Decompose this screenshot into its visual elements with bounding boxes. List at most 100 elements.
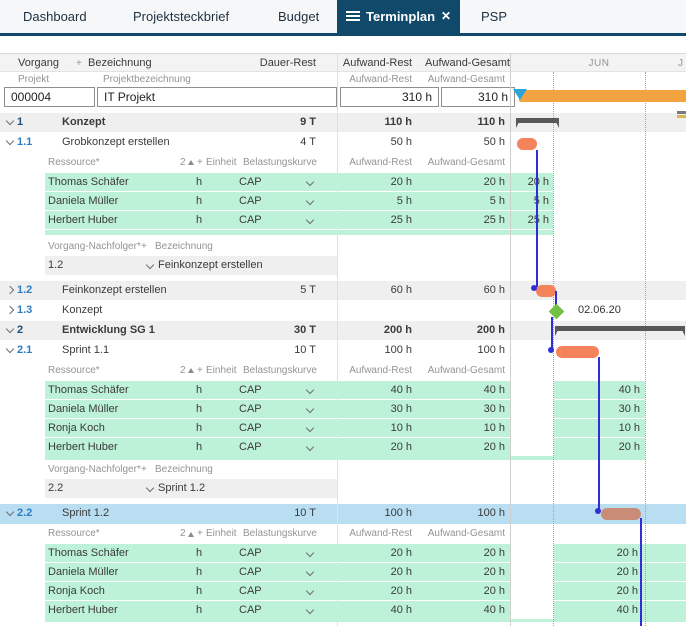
project-aufwand-rest-field[interactable]: 310 h [340,87,439,107]
nachfolger-row[interactable]: 2.2 Sprint 1.2 [0,479,686,498]
task-aufwand-gesamt: 100 h [477,507,505,519]
gantt-bar-feinkonzept[interactable] [536,285,556,297]
resource-row[interactable]: Ronja Koch h CAP 10 h 10 h 10 h [0,419,686,437]
task-aufwand-rest: 100 h [384,344,412,356]
col-header-bezeichnung[interactable]: Bezeichnung [88,57,152,69]
resource-aufwand-gesamt: 20 h [483,441,505,453]
task-row-2-1-sprint11[interactable]: 2.1 Sprint 1.1 10 T 100 h 100 h [0,341,686,360]
project-aufwand-gesamt-field[interactable]: 310 h [441,87,515,107]
dependency-line [598,357,600,509]
resource-aufwand-gesamt: 40 h [483,604,505,616]
project-id-field[interactable]: 000004 [4,87,95,107]
add-nachfolger-button[interactable]: + [141,464,147,475]
add-resource-button[interactable]: + [197,528,203,539]
task-row-1-1-grobkonzept[interactable]: 1.1 Grobkonzept erstellen 4 T 50 h 50 h [0,133,686,152]
nachfolger-row[interactable]: 1.2 Feinkonzept erstellen [0,256,686,275]
expand-icon[interactable] [5,305,15,315]
tab-psp[interactable]: PSP [481,9,508,24]
resource-aufwand-rest: 10 h [390,422,412,434]
sort-badge[interactable]: 2 [180,157,186,168]
resource-header-row: Ressource* 2 + Einheit Belastungskurve A… [0,361,686,380]
tab-dashboard[interactable]: Dashboard [23,9,87,24]
nachfolger-band [45,479,337,498]
tab-budget[interactable]: Budget [278,9,320,24]
col-header-dauer-rest[interactable]: Dauer-Rest [259,57,316,69]
add-nachfolger-button[interactable]: + [141,241,147,252]
resource-row[interactable]: Thomas Schäfer h CAP 40 h 40 h 40 h [0,381,686,399]
resource-einheit: h [196,214,203,226]
resource-belastungskurve: CAP [239,441,262,453]
resource-belastungskurve: CAP [239,585,262,597]
resource-einheit: h [196,195,203,207]
collapse-icon[interactable] [5,136,15,146]
task-number: 2 [17,324,24,336]
col-ressource[interactable]: Ressource* [48,157,100,168]
dependency-endpoint-dot [531,285,537,291]
col-header-vorgang[interactable]: Vorgang [18,57,59,69]
resource-belastungskurve: CAP [239,214,262,226]
project-start-marker-icon[interactable] [513,89,527,100]
resource-row[interactable]: Thomas Schäfer h CAP 20 h 20 h 20 h [0,173,686,191]
col-vorgang-nachfolger[interactable]: Vorgang-Nachfolger* [48,464,141,475]
task-name: Konzept [62,116,106,128]
resource-aufwand-rest: 40 h [390,604,412,616]
resource-band [45,173,510,191]
add-vorgang-button[interactable]: + [76,58,82,69]
resource-period-value: 20 h [616,547,638,559]
resource-row[interactable]: Thomas Schäfer h CAP 20 h 20 h 20 h [0,544,686,562]
summary-cap-right [554,118,559,128]
resource-einheit: h [196,403,203,415]
col-ressource[interactable]: Ressource* [48,528,100,539]
resource-row[interactable]: Daniela Müller h CAP 5 h 5 h 5 h [0,192,686,210]
resource-aufwand-gesamt: 20 h [483,566,505,578]
resource-row[interactable]: Herbert Huber h CAP 25 h 25 h 25 h [0,211,686,229]
collapse-icon[interactable] [5,116,15,126]
column-divider [337,53,338,626]
tab-projektsteckbrief[interactable]: Projektsteckbrief [133,9,230,24]
collapse-icon[interactable] [5,324,15,334]
resource-gantt-cell [511,211,553,229]
gantt-summary-bar-konzept[interactable] [516,118,559,123]
add-resource-button[interactable]: + [197,365,203,376]
task-row-2-entwicklung[interactable]: 2 Entwicklung SG 1 30 T 200 h 200 h [0,321,686,340]
resource-row[interactable]: Daniela Müller h CAP 20 h 20 h 20 h [0,563,686,581]
add-resource-button[interactable]: + [197,157,203,168]
task-row-1-3-konzept-milestone[interactable]: 1.3 Konzept [0,301,686,320]
task-row-2-2-sprint12-selected[interactable]: 2.2 Sprint 1.2 10 T 100 h 100 h [0,504,686,524]
resource-aufwand-rest: 20 h [390,176,412,188]
col-ressource[interactable]: Ressource* [48,365,100,376]
col-vorgang-nachfolger[interactable]: Vorgang-Nachfolger* [48,241,141,252]
sort-badge[interactable]: 2 [180,365,186,376]
table-gantt-divider[interactable] [510,53,511,626]
resource-row[interactable]: Daniela Müller h CAP 30 h 30 h 30 h [0,400,686,418]
resource-row[interactable]: Herbert Huber h CAP 40 h 40 h 40 h [0,601,686,619]
col-header-aufwand-rest[interactable]: Aufwand-Rest [342,57,412,69]
gantt-bar-grobkonzept[interactable] [517,138,537,150]
resource-einheit: h [196,422,203,434]
col-header-aufwand-gesamt[interactable]: Aufwand-Gesamt [425,57,510,69]
task-row-1-konzept[interactable]: 1 Konzept 9 T 110 h 110 h [0,113,686,132]
task-aufwand-rest: 50 h [390,136,412,148]
sort-badge[interactable]: 2 [180,528,186,539]
nachfolger-name: Sprint 1.2 [158,482,206,494]
hamburger-icon[interactable] [346,11,360,22]
col-belastungskurve: Belastungskurve [243,528,317,539]
collapse-icon[interactable] [5,344,15,354]
gantt-bar-project[interactable] [519,90,686,102]
task-name: Entwicklung SG 1 [62,324,155,336]
close-tab-icon[interactable]: ✕ [440,9,451,23]
expand-icon[interactable] [5,285,15,295]
resource-row[interactable]: Herbert Huber h CAP 20 h 20 h 20 h [0,438,686,456]
resource-row[interactable]: Ronja Koch h CAP 20 h 20 h 20 h [0,582,686,600]
subheader-aufwand-rest: Aufwand-Rest [349,74,412,85]
gantt-bar-sprint12[interactable] [601,508,641,520]
collapse-icon[interactable] [5,507,15,517]
gantt-summary-bar-entwicklung[interactable] [555,326,685,331]
nachfolger-name: Feinkonzept erstellen [158,259,263,271]
gantt-bar-sprint11[interactable] [556,346,599,358]
timeline-scale-icon[interactable] [677,111,686,119]
task-row-1-2-feinkonzept[interactable]: 1.2 Feinkonzept erstellen 5 T 60 h 60 h [0,281,686,300]
tab-terminplan[interactable]: Terminplan ✕ [337,0,460,33]
resource-period-value: 20 h [616,566,638,578]
project-name-field[interactable]: IT Projekt [97,87,337,107]
